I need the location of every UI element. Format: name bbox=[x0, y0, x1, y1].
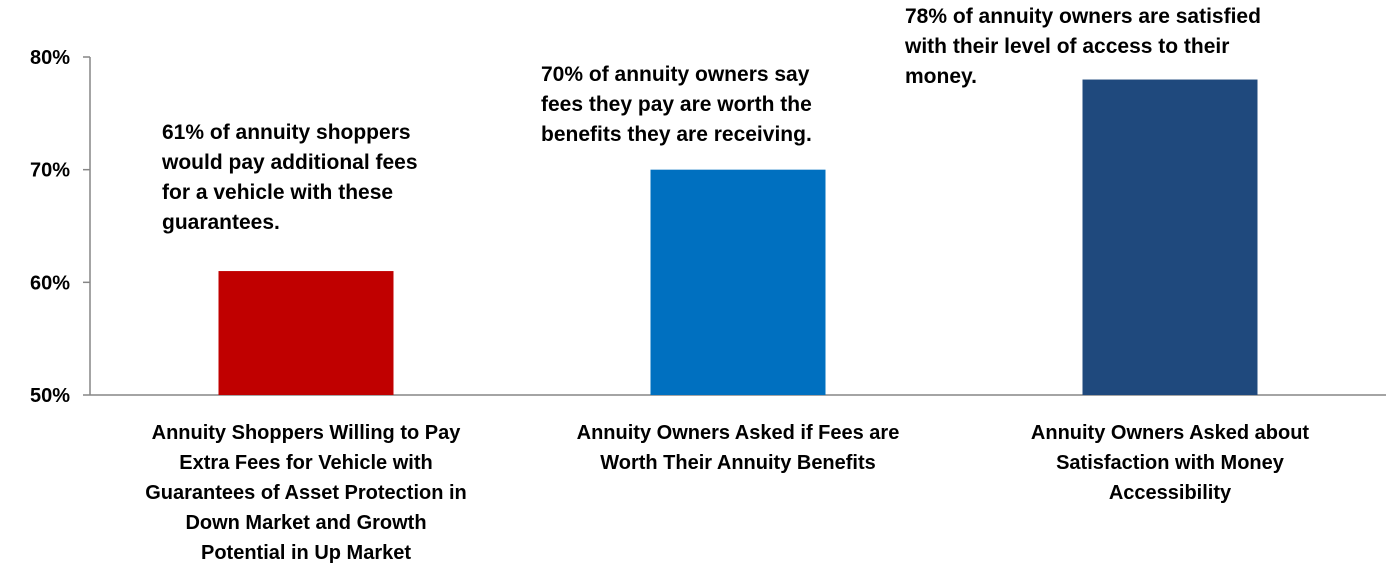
bar bbox=[1082, 79, 1258, 396]
chart-bars bbox=[218, 79, 1258, 396]
y-tick-label: 50% bbox=[30, 385, 70, 407]
bar bbox=[650, 169, 826, 395]
bar-annotation-fees-worth: 70% of annuity owners say fees they pay … bbox=[541, 63, 812, 146]
category-label-accessibility: Annuity Owners Asked about Satisfaction … bbox=[1030, 422, 1310, 504]
bar bbox=[218, 271, 394, 395]
category-label-shoppers: Annuity Shoppers Willing to Pay Extra Fe… bbox=[145, 422, 467, 564]
y-tick-label: 70% bbox=[30, 160, 70, 182]
y-axis-ticks: 50% 60% 70% 80% bbox=[30, 47, 90, 407]
bar-annotation-shoppers: 61% of annuity shoppers would pay additi… bbox=[162, 121, 418, 234]
bar-annotation-accessibility: 78% of annuity owners are satisfied with… bbox=[905, 5, 1261, 88]
y-tick-label: 60% bbox=[30, 272, 70, 294]
y-tick-label: 80% bbox=[30, 47, 70, 69]
category-label-fees-worth: Annuity Owners Asked if Fees are Worth T… bbox=[576, 422, 900, 474]
